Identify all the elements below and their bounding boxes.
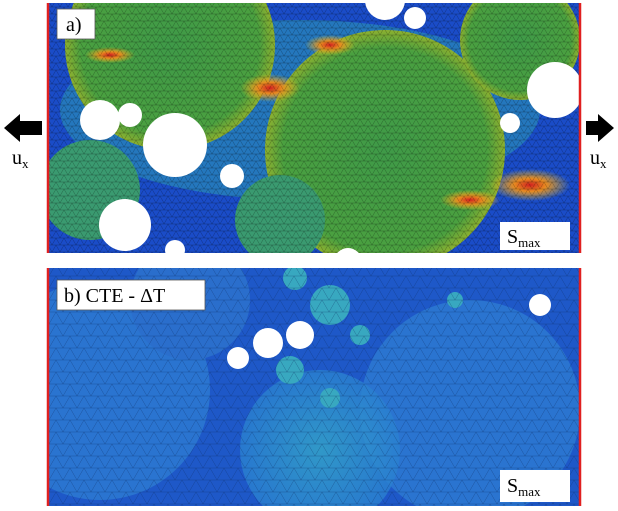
load-arrow-left — [4, 114, 42, 142]
load-arrow-right — [586, 114, 614, 142]
load-label: ux — [12, 147, 29, 171]
subscript: x — [600, 156, 607, 171]
panel-label: a) — [66, 14, 82, 36]
load-label: ux — [590, 147, 607, 171]
figure: a) b) CTE - ΔT Smax Smax ux ux — [0, 0, 618, 511]
symbol: S — [507, 226, 518, 248]
symbol: S — [507, 475, 518, 497]
panel-label: b) CTE - ΔT — [64, 285, 165, 307]
symbol: u — [12, 147, 22, 169]
subscript: max — [518, 235, 541, 250]
subscript: x — [22, 156, 29, 171]
subscript: max — [518, 484, 541, 499]
symbol: u — [590, 147, 600, 169]
